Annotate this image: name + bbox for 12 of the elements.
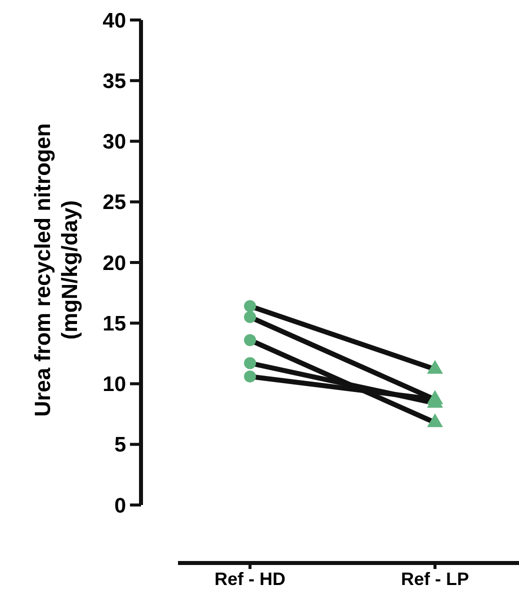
y-tick-label: 20 <box>102 252 126 275</box>
y-tick-label: 25 <box>102 191 126 214</box>
y-tick-label: 35 <box>102 70 126 93</box>
y-tick-label: 30 <box>102 130 126 154</box>
y-tick-label: 40 <box>102 9 126 32</box>
y-tick-label: 5 <box>114 434 126 457</box>
y-tick-label: 10 <box>102 373 126 396</box>
y-tick-label: 0 <box>114 494 126 518</box>
x-tick-label: Ref - HD <box>214 569 286 589</box>
x-tick-label: Ref - LP <box>400 569 470 589</box>
y-tick-label: 15 <box>102 312 126 336</box>
y-axis-title: Urea from recycled nitrogen (mgN/kg/day) <box>30 123 82 417</box>
